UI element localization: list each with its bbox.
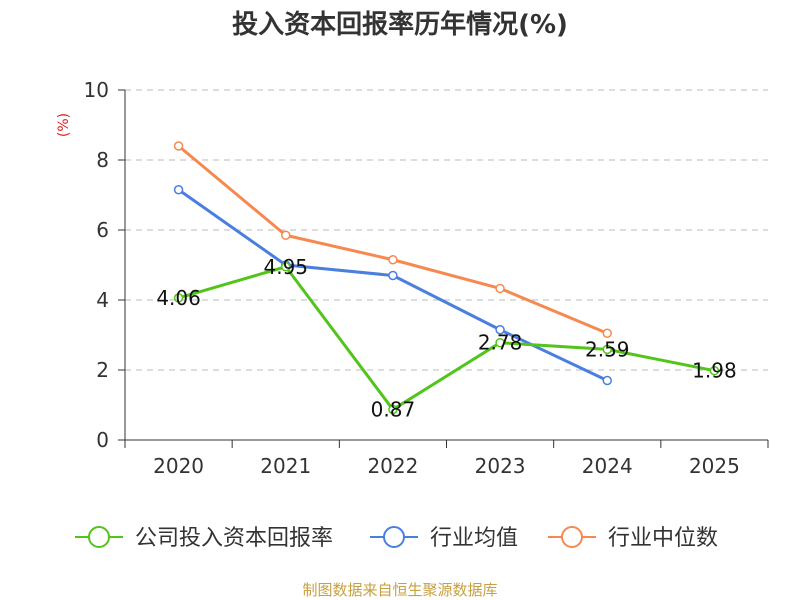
y-tick-label: 10 (84, 78, 109, 102)
x-tick-label: 2025 (689, 454, 740, 478)
y-tick-label: 8 (96, 148, 109, 172)
series-0 (173, 262, 720, 415)
x-tick-label: 2023 (475, 454, 526, 478)
data-label: 2.59 (585, 337, 630, 361)
legend-item-2[interactable]: 行业中位数 (548, 526, 718, 551)
data-point (173, 293, 184, 303)
series (173, 141, 720, 415)
y-axis-label: (%) (56, 113, 72, 137)
series-line (178, 265, 715, 412)
data-label: 4.95 (263, 255, 308, 279)
chart-title: 投入资本回报率历年情况(%) (232, 9, 568, 40)
axes: 0 2 4 6 8 10 2020 2021 2022 2023 2024 2025 (84, 78, 769, 478)
x-tick-label: 2022 (367, 454, 418, 478)
data-label: 1.98 (692, 359, 737, 383)
legend-marker (561, 526, 583, 548)
y-tick-label: 4 (96, 288, 109, 312)
data-label: 0.87 (371, 398, 416, 422)
data-point (388, 270, 398, 281)
data-point (173, 141, 184, 151)
data-point (173, 185, 184, 195)
legend-marker (88, 526, 110, 548)
series-1 (173, 185, 612, 386)
data-point (388, 255, 398, 265)
legend[interactable]: 公司投入资本回报率 行业均值 行业中位数 (75, 526, 718, 551)
series-line (177, 188, 608, 382)
data-label: 2.78 (478, 331, 523, 355)
data-point (281, 230, 291, 240)
data-point (281, 262, 291, 272)
data-point (388, 404, 398, 415)
data-point (602, 375, 612, 386)
x-tick-label: 2024 (582, 454, 633, 478)
data-point (495, 337, 505, 348)
legend-marker (383, 526, 405, 548)
legend-label: 公司投入资本回报率 (135, 526, 333, 551)
y-tick-label: 2 (96, 358, 109, 382)
legend-item-1[interactable]: 行业均值 (370, 526, 518, 551)
legend-label: 行业中位数 (608, 526, 718, 551)
source-note: 制图数据来自恒生聚源数据库 (302, 581, 497, 599)
data-point (495, 283, 505, 294)
legend-item-0[interactable]: 公司投入资本回报率 (75, 526, 333, 551)
legend-label: 行业均值 (430, 526, 518, 551)
series-line (177, 144, 608, 335)
x-tick-label: 2020 (153, 454, 204, 478)
data-point (602, 344, 612, 355)
data-label: 4.06 (156, 286, 201, 310)
x-tick-label: 2021 (260, 454, 311, 478)
series-2 (173, 141, 612, 338)
data-point (495, 325, 505, 335)
grid-lines (125, 89, 768, 371)
data-point (602, 328, 612, 338)
y-tick-label: 0 (96, 428, 109, 452)
data-point (709, 365, 720, 376)
data-labels: 4.06 4.95 0.87 2.78 2.59 1.98 (156, 255, 736, 422)
y-tick-label: 6 (96, 218, 109, 242)
